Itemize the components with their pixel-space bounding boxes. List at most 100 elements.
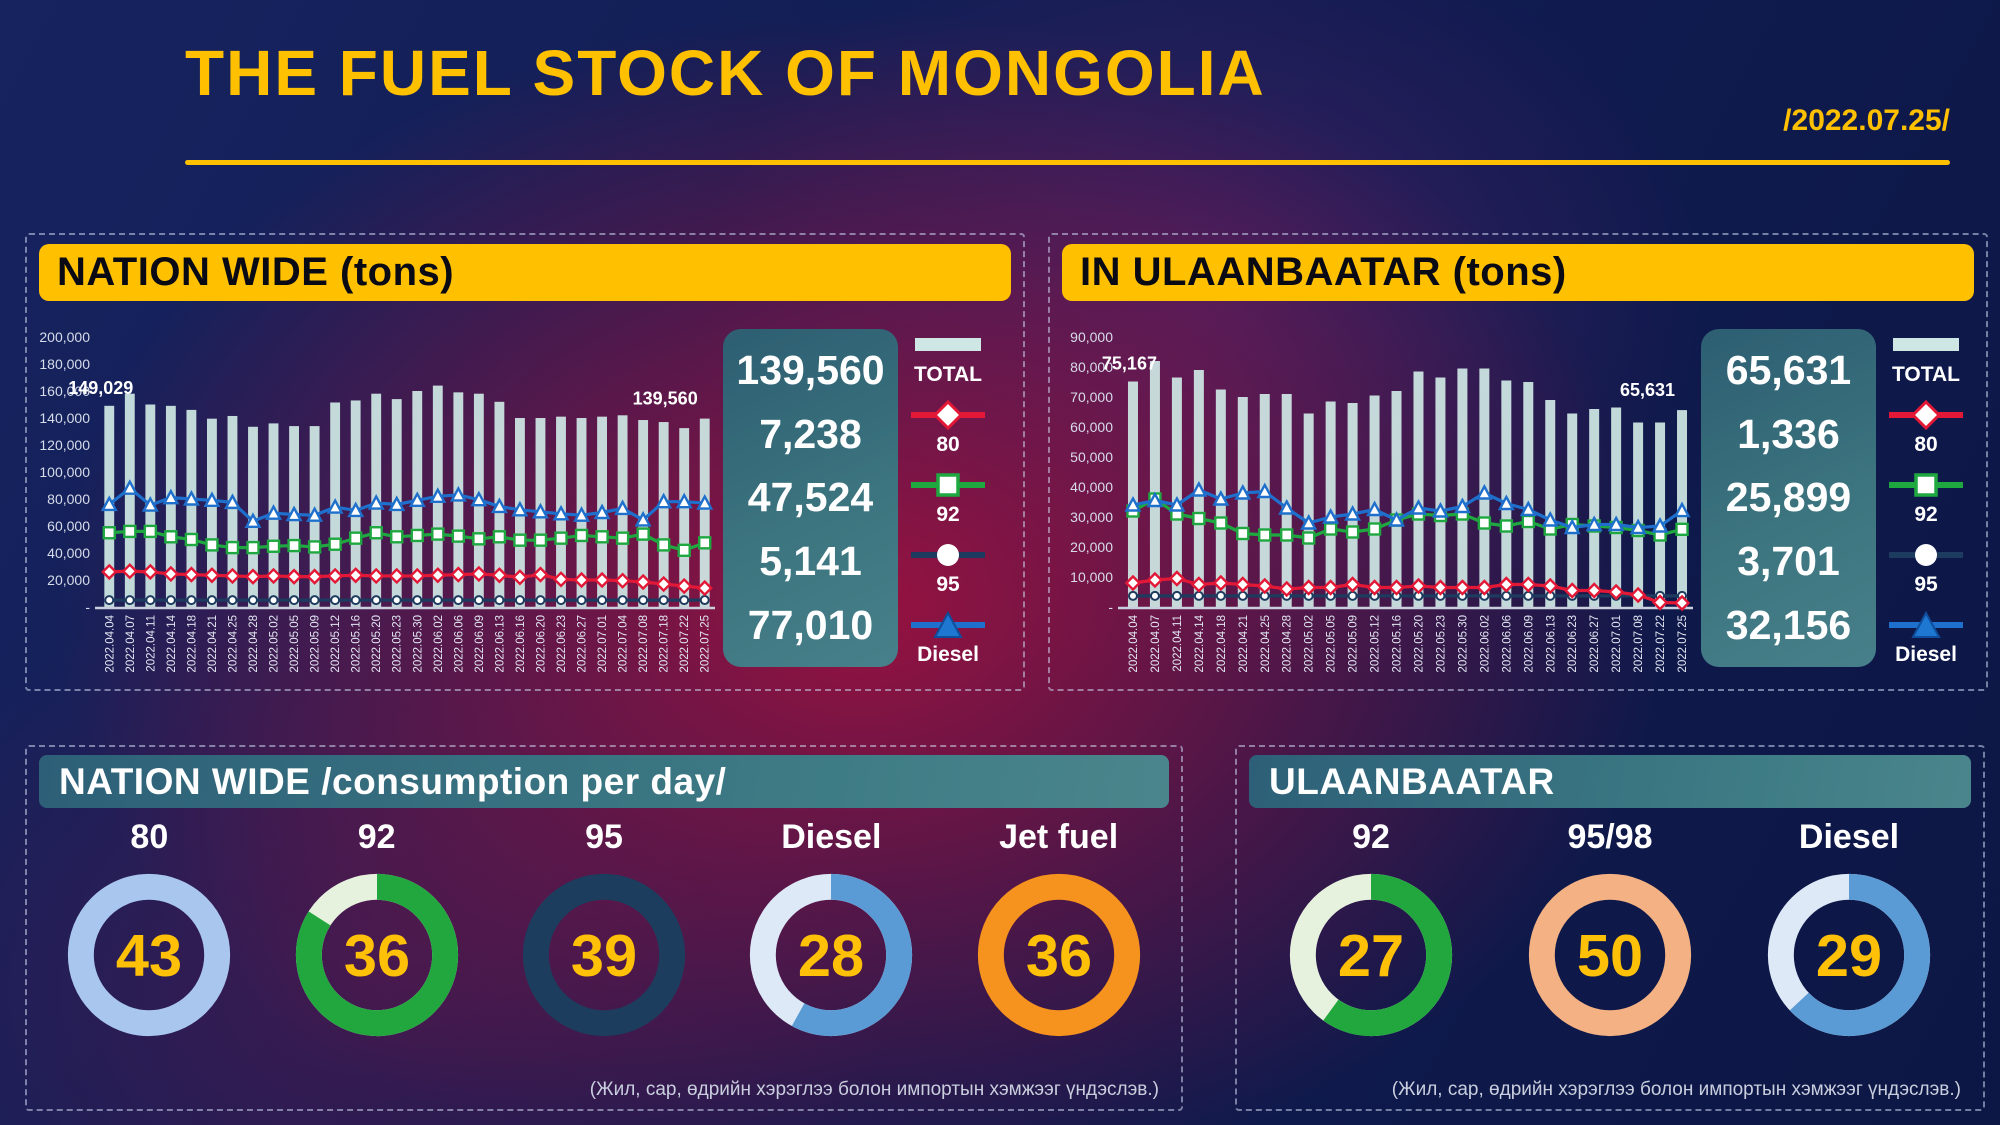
nation-footnote: (Жил, сар, өдрийн хэрэглээ болон импорты… [589, 1079, 1159, 1100]
series-92 [1126, 492, 1689, 545]
svg-text:2022.06.09: 2022.06.09 [1523, 615, 1535, 673]
svg-text:2022.04.18: 2022.04.18 [1216, 615, 1228, 673]
donut-label: 92 [1352, 818, 1390, 856]
svg-text:160,000: 160,000 [39, 383, 90, 399]
svg-text:2022.06.20: 2022.06.20 [535, 615, 547, 673]
svg-text:2022.05.09: 2022.05.09 [310, 615, 322, 673]
legend-item-80: 80 [911, 399, 985, 457]
svg-text:2022.06.02: 2022.06.02 [433, 615, 445, 673]
title-underline [185, 160, 1950, 165]
svg-text:2022.06.09: 2022.06.09 [474, 615, 486, 673]
svg-text:50,000: 50,000 [1070, 449, 1113, 465]
legend-item-total: TOTAL [911, 329, 985, 387]
donut-value: 29 [1816, 922, 1882, 989]
ub-legend: TOTAL 80 92 95 Diesel [1876, 329, 1976, 667]
svg-text:2022.05.16: 2022.05.16 [1392, 615, 1404, 673]
svg-text:2022.06.27: 2022.06.27 [1589, 615, 1601, 673]
donut-92: 92 27 [1266, 818, 1476, 1051]
svg-text:100,000: 100,000 [39, 464, 90, 480]
svg-text:2022.06.16: 2022.06.16 [515, 615, 527, 673]
92-marker-icon [1889, 473, 1963, 497]
x-axis-dates: 2022.04.04 2022.04.07 2022.04.11 2022.04.14… [1128, 614, 1689, 672]
svg-text:80,000: 80,000 [47, 491, 90, 507]
nation-stat-total: 139,560 [736, 347, 885, 393]
svg-text:2022.05.05: 2022.05.05 [1326, 615, 1338, 673]
svg-text:60,000: 60,000 [1070, 419, 1113, 435]
total-bars [1127, 361, 1688, 607]
95-marker-icon [1889, 544, 1963, 566]
svg-text:2022.04.28: 2022.04.28 [1282, 615, 1294, 673]
donut-gauge: 28 [750, 873, 913, 1037]
donut-label: 95 [585, 818, 623, 856]
y-axis-ticks: 90,000 80,000 70,000 60,000 50,000 40,000 30,0… [1070, 329, 1113, 615]
svg-text:2022.07.25: 2022.07.25 [1677, 615, 1689, 673]
donut-jet-fuel: Jet fuel 36 [954, 818, 1164, 1051]
series-92 [102, 524, 712, 558]
svg-text:2022.04.11: 2022.04.11 [145, 615, 157, 672]
ub-stats-box: 65,631 1,336 25,899 3,701 32,156 [1701, 329, 1876, 667]
svg-text:-: - [1108, 599, 1113, 615]
svg-text:2022.04.18: 2022.04.18 [186, 615, 198, 673]
series-Diesel [100, 479, 714, 528]
donut-label: Jet fuel [999, 818, 1119, 856]
donut-label: Diesel [781, 818, 882, 856]
svg-text:2022.07.01: 2022.07.01 [597, 615, 609, 673]
svg-text:20,000: 20,000 [1070, 539, 1113, 555]
svg-text:2022.07.04: 2022.07.04 [618, 614, 630, 672]
svg-text:2022.05.23: 2022.05.23 [392, 615, 404, 673]
svg-text:2022.04.14: 2022.04.14 [166, 614, 178, 672]
donut-label: 95/98 [1567, 818, 1653, 856]
nation-stat-diesel: 77,010 [747, 601, 874, 648]
svg-text:2022.04.14: 2022.04.14 [1194, 614, 1206, 672]
svg-text:2022.07.08: 2022.07.08 [638, 615, 650, 673]
ub-stat-80: 1,336 [1737, 410, 1840, 457]
legend-label: 80 [936, 433, 960, 456]
donut-gauge: 29 [1767, 873, 1931, 1037]
ub-stat-95: 3,701 [1737, 538, 1840, 585]
nation-stock-panel: NATION WIDE (tons) 200,000 180,000 160,000… [25, 233, 1025, 691]
ub-donut-row: 92 27 95/98 50 Diesel 29 [1237, 818, 1983, 1051]
svg-text:2022.05.16: 2022.05.16 [351, 615, 363, 673]
svg-text:2022.07.22: 2022.07.22 [1655, 615, 1667, 673]
nation-stock-chart: 200,000 180,000 160,000 140,000 120,000 100,0… [33, 307, 723, 694]
Diesel-marker-icon [911, 610, 985, 638]
nation-stats-box: 139,560 7,238 47,524 5,141 77,010 [723, 329, 898, 667]
svg-text:2022.05.12: 2022.05.12 [330, 615, 342, 673]
svg-text:60,000: 60,000 [47, 518, 90, 534]
svg-text:2022.04.11: 2022.04.11 [1172, 615, 1184, 672]
ub-footnote: (Жил, сар, өдрийн хэрэглээ болон импорты… [1391, 1079, 1961, 1100]
svg-text:2022.04.04: 2022.04.04 [1128, 614, 1140, 672]
ub-consumption-header: ULAANBAATAR [1249, 755, 1971, 808]
svg-text:2022.04.04: 2022.04.04 [104, 614, 116, 672]
svg-text:2022.05.02: 2022.05.02 [269, 615, 281, 673]
donut-95-98: 95/98 50 [1505, 818, 1715, 1051]
report-date: /2022.07.25/ [1783, 104, 1950, 137]
legend-label: 95 [1914, 573, 1938, 596]
donut-label: 92 [357, 818, 396, 856]
series-80 [1124, 570, 1691, 612]
legend-label: Diesel [1895, 643, 1957, 666]
TOTAL-marker-icon [915, 338, 981, 351]
svg-text:2022.04.21: 2022.04.21 [207, 615, 219, 673]
svg-text:2022.07.25: 2022.07.25 [700, 615, 712, 673]
svg-text:2022.05.12: 2022.05.12 [1370, 615, 1382, 673]
svg-text:40,000: 40,000 [47, 545, 90, 561]
legend-item-total: TOTAL [1889, 329, 1963, 387]
donut-gauge: 43 [68, 873, 231, 1037]
svg-text:2022.04.21: 2022.04.21 [1238, 615, 1250, 673]
series-95 [1127, 590, 1688, 601]
svg-text:2022.05.09: 2022.05.09 [1348, 615, 1360, 673]
donut-diesel: Diesel 28 [726, 818, 936, 1051]
legend-item-95: 95 [911, 539, 985, 597]
donut-gauge: 39 [522, 873, 686, 1037]
nation-stat-80: 7,238 [759, 410, 862, 457]
svg-text:2022.06.27: 2022.06.27 [577, 615, 589, 673]
legend-label: Diesel [917, 643, 979, 666]
svg-text:2022.05.05: 2022.05.05 [289, 615, 301, 673]
Diesel-marker-icon [1889, 610, 1963, 638]
donut-92: 92 36 [272, 818, 482, 1051]
svg-text:65,631: 65,631 [1620, 380, 1675, 400]
svg-text:70,000: 70,000 [1070, 389, 1113, 405]
svg-text:2022.06.13: 2022.06.13 [1545, 615, 1557, 673]
92-marker-icon [911, 473, 985, 497]
